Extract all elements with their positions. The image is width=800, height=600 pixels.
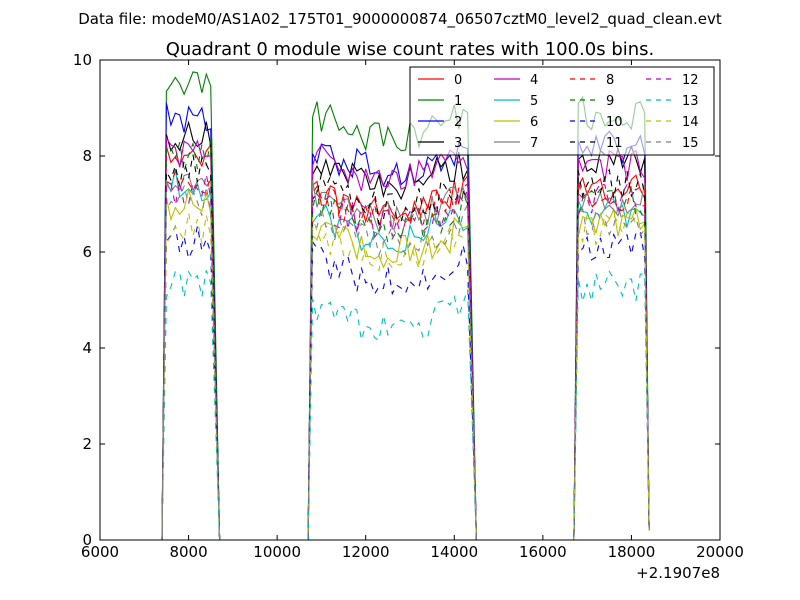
x-offset-label: +2.1907e8 <box>636 564 720 582</box>
y-tick-label: 6 <box>82 243 92 261</box>
y-tick-label: 0 <box>82 531 92 549</box>
series-line-15 <box>161 184 650 541</box>
x-tick-label: 14000 <box>430 543 478 561</box>
y-tick-label: 4 <box>82 339 92 357</box>
x-tick-label: 20000 <box>696 543 744 561</box>
legend-label-9: 9 <box>606 94 614 109</box>
x-tick-label: 8000 <box>169 543 207 561</box>
legend-label-3: 3 <box>454 136 462 151</box>
y-tick-label: 10 <box>73 51 92 69</box>
legend-label-8: 8 <box>606 73 614 88</box>
series-line-14 <box>161 212 650 541</box>
x-tick-label: 16000 <box>519 543 567 561</box>
legend-label-12: 12 <box>682 73 699 88</box>
series-line-10 <box>161 224 650 541</box>
x-tick-label: 18000 <box>608 543 656 561</box>
legend-label-11: 11 <box>606 136 623 151</box>
axis-ticks: 6000 8000 10000 12000 14000 16000 18000 20000 0 2… <box>73 51 744 561</box>
x-tick-label: 6000 <box>81 543 119 561</box>
x-tick-label: 12000 <box>342 543 390 561</box>
legend-box <box>409 66 715 156</box>
legend-label-1: 1 <box>454 94 462 109</box>
x-tick-label: 10000 <box>253 543 301 561</box>
figure-suptitle: Data file: modeM0/AS1A02_175T01_90000008… <box>78 10 722 29</box>
legend-label-6: 6 <box>530 115 538 130</box>
y-tick-label: 2 <box>82 435 92 453</box>
chart-title: Quadrant 0 module wise count rates with … <box>166 39 655 60</box>
legend-label-7: 7 <box>530 136 538 151</box>
y-tick-label: 8 <box>82 147 92 165</box>
legend-label-2: 2 <box>454 115 462 130</box>
legend-label-4: 4 <box>530 73 538 88</box>
legend-label-15: 15 <box>682 136 699 151</box>
series-line-9 <box>161 140 650 541</box>
legend-label-13: 13 <box>682 94 699 109</box>
legend-label-14: 14 <box>682 115 699 130</box>
legend-label-0: 0 <box>454 73 462 88</box>
legend-label-5: 5 <box>530 94 538 109</box>
legend-label-10: 10 <box>606 115 623 130</box>
plot-frame <box>99 59 721 541</box>
